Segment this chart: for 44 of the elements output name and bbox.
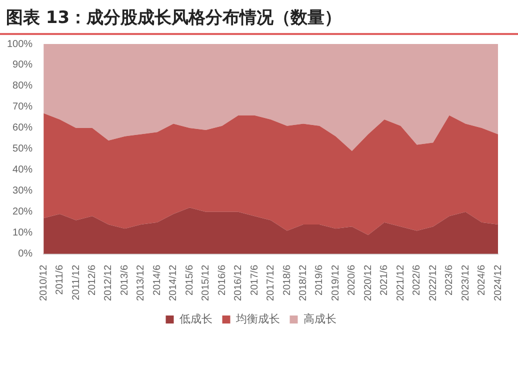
- x-tick-label: 2011/12: [70, 264, 82, 300]
- y-tick-label: 10%: [12, 228, 33, 239]
- y-tick-label: 50%: [12, 144, 33, 155]
- x-tick-label: 2015/12: [200, 264, 212, 302]
- x-tick-label: 2013/6: [119, 264, 130, 296]
- legend-label: 低成长: [179, 312, 212, 326]
- x-tick-label: 2013/12: [136, 264, 147, 302]
- y-tick-label: 40%: [12, 164, 33, 176]
- y-tick-label: 100%: [7, 38, 33, 50]
- legend-label: 高成长: [303, 312, 336, 326]
- x-tick-label: 2017/6: [249, 264, 260, 296]
- x-tick-label: 2019/6: [314, 264, 326, 296]
- x-tick-label: 2023/6: [444, 264, 456, 296]
- y-tick-label: 30%: [12, 186, 33, 197]
- x-tick-label: 2018/12: [298, 264, 309, 302]
- x-tick-label: 2024/6: [476, 264, 488, 296]
- x-tick-label: 2011/6: [54, 264, 66, 295]
- y-tick-label: 20%: [12, 206, 33, 218]
- x-tick-label: 2016/6: [216, 264, 228, 296]
- x-tick-label: 2023/12: [460, 264, 472, 302]
- y-tick-label: 80%: [12, 80, 33, 92]
- y-tick-label: 70%: [12, 102, 33, 113]
- x-tick-label: 2012/12: [103, 264, 114, 302]
- x-tick-label: 2022/6: [412, 264, 423, 296]
- y-tick-label: 90%: [12, 60, 33, 71]
- x-tick-label: 2021/12: [395, 264, 406, 302]
- x-tick-label: 2018/6: [282, 264, 293, 296]
- y-tick-label: 0%: [18, 248, 33, 260]
- x-tick-label: 2015/6: [184, 264, 196, 296]
- x-tick-label: 2020/12: [362, 264, 374, 302]
- chart-title: 图表 13：成分股成长风格分布情况（数量）: [0, 0, 518, 35]
- x-tick-label: 2016/12: [233, 264, 244, 302]
- x-tick-label: 2017/12: [266, 264, 277, 302]
- x-tick-label: 2010/12: [38, 264, 50, 302]
- x-tick-label: 2024/12: [492, 264, 504, 302]
- x-tick-label: 2014/6: [152, 264, 163, 296]
- legend-label: 均衡成长: [234, 312, 280, 326]
- x-tick-label: 2012/6: [87, 264, 98, 296]
- x-tick-label: 2022/12: [428, 264, 439, 302]
- x-tick-label: 2019/12: [330, 264, 342, 302]
- x-tick-label: 2021/6: [379, 264, 390, 296]
- x-tick-label: 2020/6: [346, 264, 358, 296]
- x-tick-label: 2014/12: [168, 264, 180, 302]
- y-tick-label: 60%: [12, 122, 33, 134]
